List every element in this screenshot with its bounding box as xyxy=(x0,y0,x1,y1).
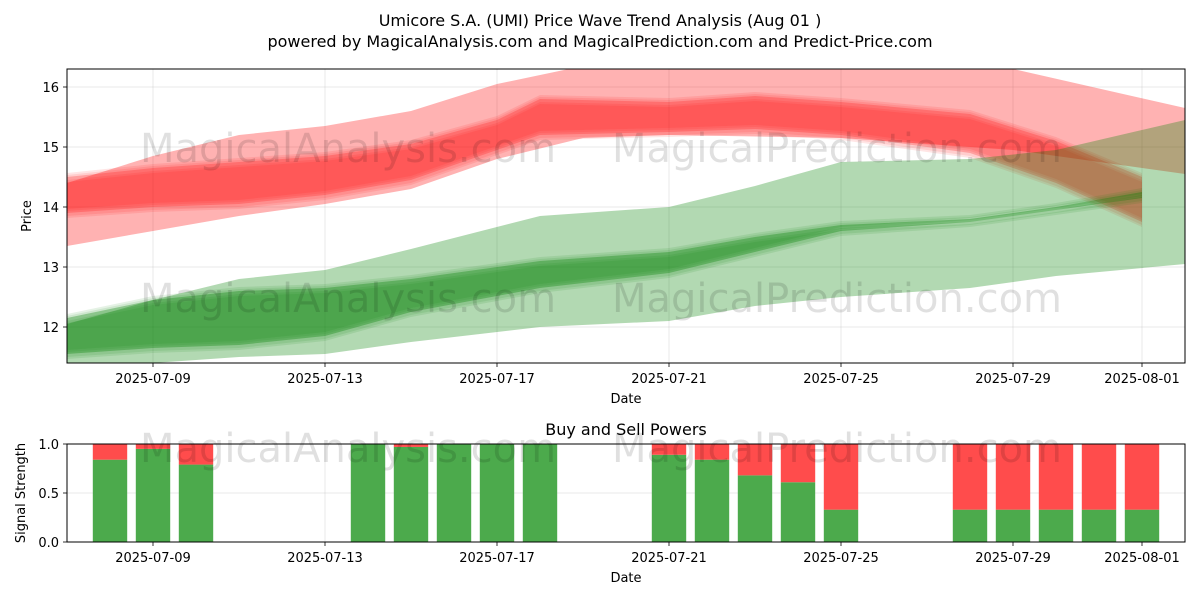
price-band-layer xyxy=(67,69,1185,363)
buy-core-band-layer xyxy=(67,197,1142,359)
sell-power-bar xyxy=(1081,444,1117,510)
watermark-text: MagicalPrediction.com xyxy=(612,126,1062,172)
sell-power-bar xyxy=(780,444,816,483)
sell-core-band-layer xyxy=(67,92,1142,218)
buy-power-bar xyxy=(1081,509,1117,542)
power-y-tick-label: 0.5 xyxy=(38,487,59,502)
sell-core-band xyxy=(67,96,1142,222)
buy-power-bar xyxy=(135,448,171,542)
power-x-tick-label: 2025-07-13 xyxy=(287,551,363,566)
watermark-text: MagicalPrediction.com xyxy=(612,276,1062,322)
price-x-tick-label: 2025-07-25 xyxy=(803,372,879,387)
power-chart: Buy and Sell Powers MagicalAnalysis.com M… xyxy=(14,420,1186,586)
buy-power-bar xyxy=(952,509,988,542)
buy-wide-band xyxy=(67,120,1185,363)
price-plot-frame xyxy=(66,68,1186,364)
watermark-text: MagicalAnalysis.com xyxy=(140,276,556,322)
sell-wide-band xyxy=(67,69,1185,246)
price-y-tick-label: 12 xyxy=(42,321,59,336)
price-y-tick-label: 15 xyxy=(42,141,59,156)
buy-power-bar xyxy=(1038,509,1074,542)
sell-power-bar xyxy=(92,444,128,460)
price-x-ticks: 2025-07-09 2025-07-13 2025-07-17 2025-07-21… xyxy=(115,363,1180,387)
sell-power-bar xyxy=(823,444,859,510)
sell-power-bar xyxy=(178,444,214,465)
sell-power-bar xyxy=(952,444,988,510)
buy-power-bar xyxy=(780,482,816,542)
price-y-tick-label: 13 xyxy=(42,261,59,276)
power-y-ticks: 0.0 0.5 1.0 xyxy=(38,438,67,551)
power-x-ticks: 2025-07-09 2025-07-13 2025-07-17 2025-07-21… xyxy=(115,542,1180,566)
watermark-text: MagicalPrediction.com xyxy=(612,426,1062,472)
buy-power-bar xyxy=(694,459,730,542)
sell-power-bar xyxy=(135,444,171,449)
price-x-tick-label: 2025-07-13 xyxy=(287,372,363,387)
price-chart: MagicalAnalysis.com MagicalPrediction.com… xyxy=(20,68,1186,407)
buy-power-bar xyxy=(995,509,1031,542)
price-y-tick-label: 14 xyxy=(42,201,59,216)
power-x-tick-label: 2025-07-21 xyxy=(631,551,707,566)
power-x-tick-label: 2025-08-01 xyxy=(1104,551,1180,566)
buy-power-bar xyxy=(522,444,558,542)
buy-power-bar xyxy=(479,444,515,542)
sell-core-band-layer xyxy=(67,94,1142,220)
buy-power-bar xyxy=(393,446,429,542)
chart-title: Umicore S.A. (UMI) Price Wave Trend Anal… xyxy=(379,11,822,30)
watermark-text: MagicalAnalysis.com xyxy=(140,426,556,472)
buy-power-bar xyxy=(178,464,214,542)
power-chart-title: Buy and Sell Powers xyxy=(545,420,707,439)
sell-power-bar xyxy=(694,444,730,460)
price-x-tick-label: 2025-07-21 xyxy=(631,372,707,387)
sell-power-bar xyxy=(737,444,773,476)
sell-power-bar xyxy=(393,444,429,447)
power-x-tick-label: 2025-07-25 xyxy=(803,551,879,566)
price-x-tick-label: 2025-08-01 xyxy=(1104,372,1180,387)
buy-power-bar xyxy=(92,459,128,542)
buy-power-bar xyxy=(651,454,687,542)
price-x-tick-label: 2025-07-09 xyxy=(115,372,191,387)
buy-core-band-layer xyxy=(67,188,1142,350)
buy-core-band-layer xyxy=(67,190,1142,352)
sell-core-band-layer xyxy=(67,99,1142,225)
buy-core-band xyxy=(67,192,1142,354)
price-x-tick-label: 2025-07-29 xyxy=(975,372,1051,387)
price-x-axis-label: Date xyxy=(610,392,641,407)
watermark-text: MagicalAnalysis.com xyxy=(140,126,556,172)
power-y-tick-label: 1.0 xyxy=(38,438,59,453)
price-plot-area xyxy=(67,69,1185,363)
price-bands xyxy=(67,69,1185,363)
price-x-tick-label: 2025-07-17 xyxy=(459,372,535,387)
sell-power-bar xyxy=(651,444,687,455)
buy-power-bar xyxy=(823,509,859,542)
sell-core-band-layer xyxy=(67,101,1142,227)
price-y-tick-label: 16 xyxy=(42,81,59,96)
price-grid xyxy=(67,69,1185,363)
sell-power-bar xyxy=(1124,444,1160,510)
power-x-tick-label: 2025-07-29 xyxy=(975,551,1051,566)
buy-power-bar xyxy=(436,444,472,542)
price-y-ticks: 12 13 14 15 16 xyxy=(42,81,67,336)
power-x-tick-label: 2025-07-09 xyxy=(115,551,191,566)
chart-subtitle: powered by MagicalAnalysis.com and Magic… xyxy=(267,32,932,51)
price-y-axis-label: Price xyxy=(20,200,35,232)
power-x-tick-label: 2025-07-17 xyxy=(459,551,535,566)
sell-power-bar xyxy=(995,444,1031,510)
power-bars xyxy=(92,444,1160,542)
price-watermarks: MagicalAnalysis.com MagicalPrediction.com… xyxy=(140,126,1062,322)
buy-power-bar xyxy=(350,444,386,542)
power-watermarks: MagicalAnalysis.com MagicalPrediction.com xyxy=(140,426,1062,472)
sell-power-bar xyxy=(1038,444,1074,510)
power-y-tick-label: 0.0 xyxy=(38,536,59,551)
buy-power-bar xyxy=(737,475,773,542)
buy-core-band-layer xyxy=(67,195,1142,357)
power-x-axis-label: Date xyxy=(610,571,641,586)
buy-power-bar xyxy=(1124,509,1160,542)
power-y-axis-label: Signal Strength xyxy=(14,443,29,543)
